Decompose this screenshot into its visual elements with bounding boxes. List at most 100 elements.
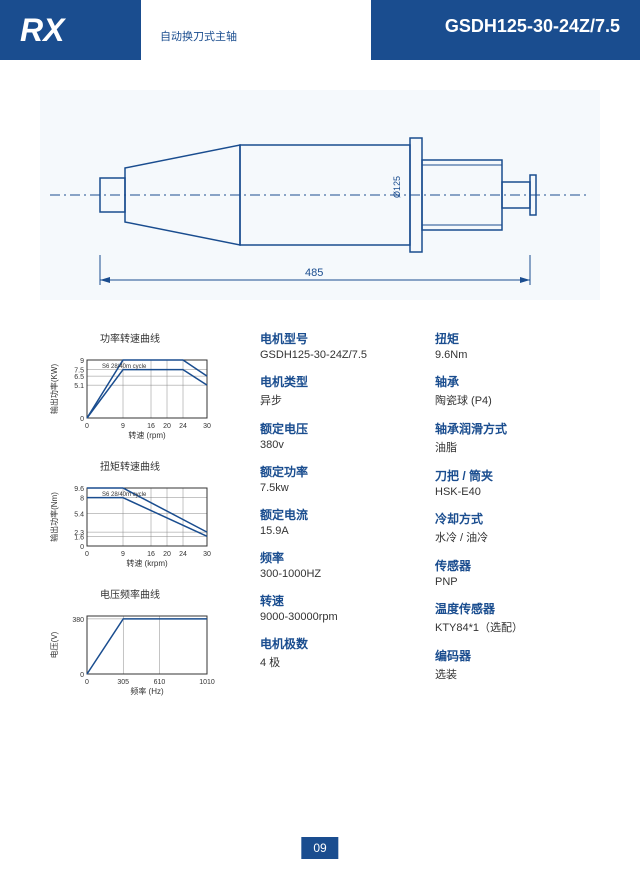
svg-text:0: 0	[85, 679, 89, 686]
svg-text:2.3: 2.3	[74, 530, 84, 537]
svg-text:输出功率(KW): 输出功率(KW)	[49, 364, 59, 415]
spec-item: 额定功率 7.5kw	[260, 463, 435, 494]
spec-label: 刀把 / 筒夹	[435, 467, 610, 484]
spec-item: 编码器选装	[435, 647, 610, 682]
spec-item: 电机型号 GSDH125-30-24Z/7.5	[260, 330, 435, 361]
svg-text:0: 0	[85, 423, 89, 430]
chart-svg: 01.62.35.489.60916202430S6 28/40m cycle输…	[45, 478, 215, 568]
spec-label: 轴承	[435, 373, 610, 390]
spec-value: 选装	[435, 666, 610, 682]
spindle-diagram: Ø125 485	[40, 90, 600, 300]
charts-column: 功率转速曲线 0 5.1 6.57.5 9 0 9 16 20 24 30 S6 28/40m cyc…	[30, 330, 230, 714]
spec-item: 电机类型异步	[260, 373, 435, 408]
svg-text:5.1: 5.1	[74, 383, 84, 390]
svg-text:30: 30	[203, 551, 211, 558]
svg-text:380: 380	[72, 617, 84, 624]
svg-text:20: 20	[163, 551, 171, 558]
spec-value: 7.5kw	[260, 482, 435, 494]
spec-value: 异步	[260, 392, 435, 408]
spec-item: 电机极数4 极	[260, 635, 435, 670]
spec-label: 电机极数	[260, 635, 435, 652]
svg-text:0: 0	[80, 544, 84, 551]
svg-text:30: 30	[203, 423, 211, 430]
svg-text:9: 9	[80, 358, 84, 365]
svg-text:Ø125: Ø125	[392, 176, 402, 198]
spec-item: 冷却方式水冷 / 油冷	[435, 510, 610, 545]
spec-item: 额定电压 380v	[260, 420, 435, 451]
spec-value: KTY84*1（选配）	[435, 619, 610, 635]
spec-item: 传感器 PNP	[435, 557, 610, 588]
svg-text:S6 28/40m cycle: S6 28/40m cycle	[102, 492, 147, 498]
diagram-svg: Ø125 485	[40, 90, 600, 300]
chart-1: 扭矩转速曲线01.62.35.489.60916202430S6 28/40m …	[30, 458, 230, 568]
spec-label: 额定功率	[260, 463, 435, 480]
svg-text:电压(V): 电压(V)	[49, 631, 59, 658]
spec-label: 扭矩	[435, 330, 610, 347]
chart-0: 功率转速曲线 0 5.1 6.57.5 9 0 9 16 20 24 30 S6 28/40m cyc…	[30, 330, 230, 440]
spec-label: 额定电流	[260, 506, 435, 523]
specs-left: 电机型号 GSDH125-30-24Z/7.5 电机类型异步额定电压 380v 额定功率…	[260, 330, 435, 714]
spec-item: 扭矩 9.6Nm	[435, 330, 610, 361]
chart-title: 功率转速曲线	[30, 330, 230, 345]
spec-label: 温度传感器	[435, 600, 610, 617]
svg-text:8: 8	[80, 496, 84, 503]
spec-value: 300-1000HZ	[260, 568, 435, 580]
spec-item: 额定电流 15.9A	[260, 506, 435, 537]
logo: RX	[20, 12, 64, 49]
svg-text:S6 28/40m cycle: S6 28/40m cycle	[102, 364, 147, 370]
spec-item: 转速9000-30000rpm	[260, 592, 435, 623]
logo-subtitle: 自动换刀式主轴	[160, 28, 237, 44]
svg-text:输出功率(Nm): 输出功率(Nm)	[49, 492, 59, 542]
spec-item: 温度传感器 KTY84*1（选配）	[435, 600, 610, 635]
chart-svg: 038003056101010电压(V)频率 (Hz)	[45, 606, 215, 696]
spec-value: HSK-E40	[435, 486, 610, 498]
spec-label: 频率	[260, 549, 435, 566]
spec-label: 转速	[260, 592, 435, 609]
spec-item: 轴承陶瓷球 (P4)	[435, 373, 610, 408]
svg-text:24: 24	[179, 423, 187, 430]
spec-value: 油脂	[435, 439, 610, 455]
svg-text:16: 16	[147, 551, 155, 558]
svg-text:频率 (Hz): 频率 (Hz)	[130, 686, 164, 696]
svg-text:1010: 1010	[199, 679, 215, 686]
chart-svg: 0 5.1 6.57.5 9 0 9 16 20 24 30 S6 28/40m cycle 输出功率…	[45, 350, 215, 440]
spec-value: 380v	[260, 439, 435, 451]
model-badge: GSDH125-30-24Z/7.5	[445, 16, 620, 37]
svg-text:305: 305	[117, 679, 129, 686]
svg-text:7.5: 7.5	[74, 368, 84, 375]
spec-label: 冷却方式	[435, 510, 610, 527]
svg-text:16: 16	[147, 423, 155, 430]
svg-text:0: 0	[80, 672, 84, 679]
svg-text:5.4: 5.4	[74, 511, 84, 518]
svg-text:转速 (krpm): 转速 (krpm)	[126, 558, 168, 568]
spec-label: 传感器	[435, 557, 610, 574]
spec-value: GSDH125-30-24Z/7.5	[260, 349, 435, 361]
spec-item: 轴承润滑方式油脂	[435, 420, 610, 455]
svg-text:转速 (rpm): 转速 (rpm)	[128, 430, 166, 440]
chart-2: 电压频率曲线038003056101010电压(V)频率 (Hz)	[30, 586, 230, 696]
svg-text:24: 24	[179, 551, 187, 558]
svg-text:9: 9	[121, 423, 125, 430]
chart-title: 电压频率曲线	[30, 586, 230, 601]
page-number: 09	[301, 837, 338, 859]
spec-value: 15.9A	[260, 525, 435, 537]
spec-item: 刀把 / 筒夹 HSK-E40	[435, 467, 610, 498]
svg-text:6.5: 6.5	[74, 374, 84, 381]
header: RX 自动换刀式主轴 GSDH125-30-24Z/7.5	[0, 0, 640, 60]
svg-text:9.6: 9.6	[74, 486, 84, 493]
spec-value: PNP	[435, 576, 610, 588]
svg-text:0: 0	[80, 416, 84, 423]
spec-item: 频率 300-1000HZ	[260, 549, 435, 580]
svg-text:20: 20	[163, 423, 171, 430]
spec-label: 电机型号	[260, 330, 435, 347]
specs-column: 电机型号 GSDH125-30-24Z/7.5 电机类型异步额定电压 380v 额定功率…	[230, 330, 610, 714]
spec-label: 编码器	[435, 647, 610, 664]
chart-title: 扭矩转速曲线	[30, 458, 230, 473]
svg-text:9: 9	[121, 551, 125, 558]
svg-text:0: 0	[85, 551, 89, 558]
spec-value: 陶瓷球 (P4)	[435, 392, 610, 408]
svg-text:485: 485	[305, 267, 323, 279]
spec-label: 电机类型	[260, 373, 435, 390]
spec-value: 9.6Nm	[435, 349, 610, 361]
spec-label: 额定电压	[260, 420, 435, 437]
